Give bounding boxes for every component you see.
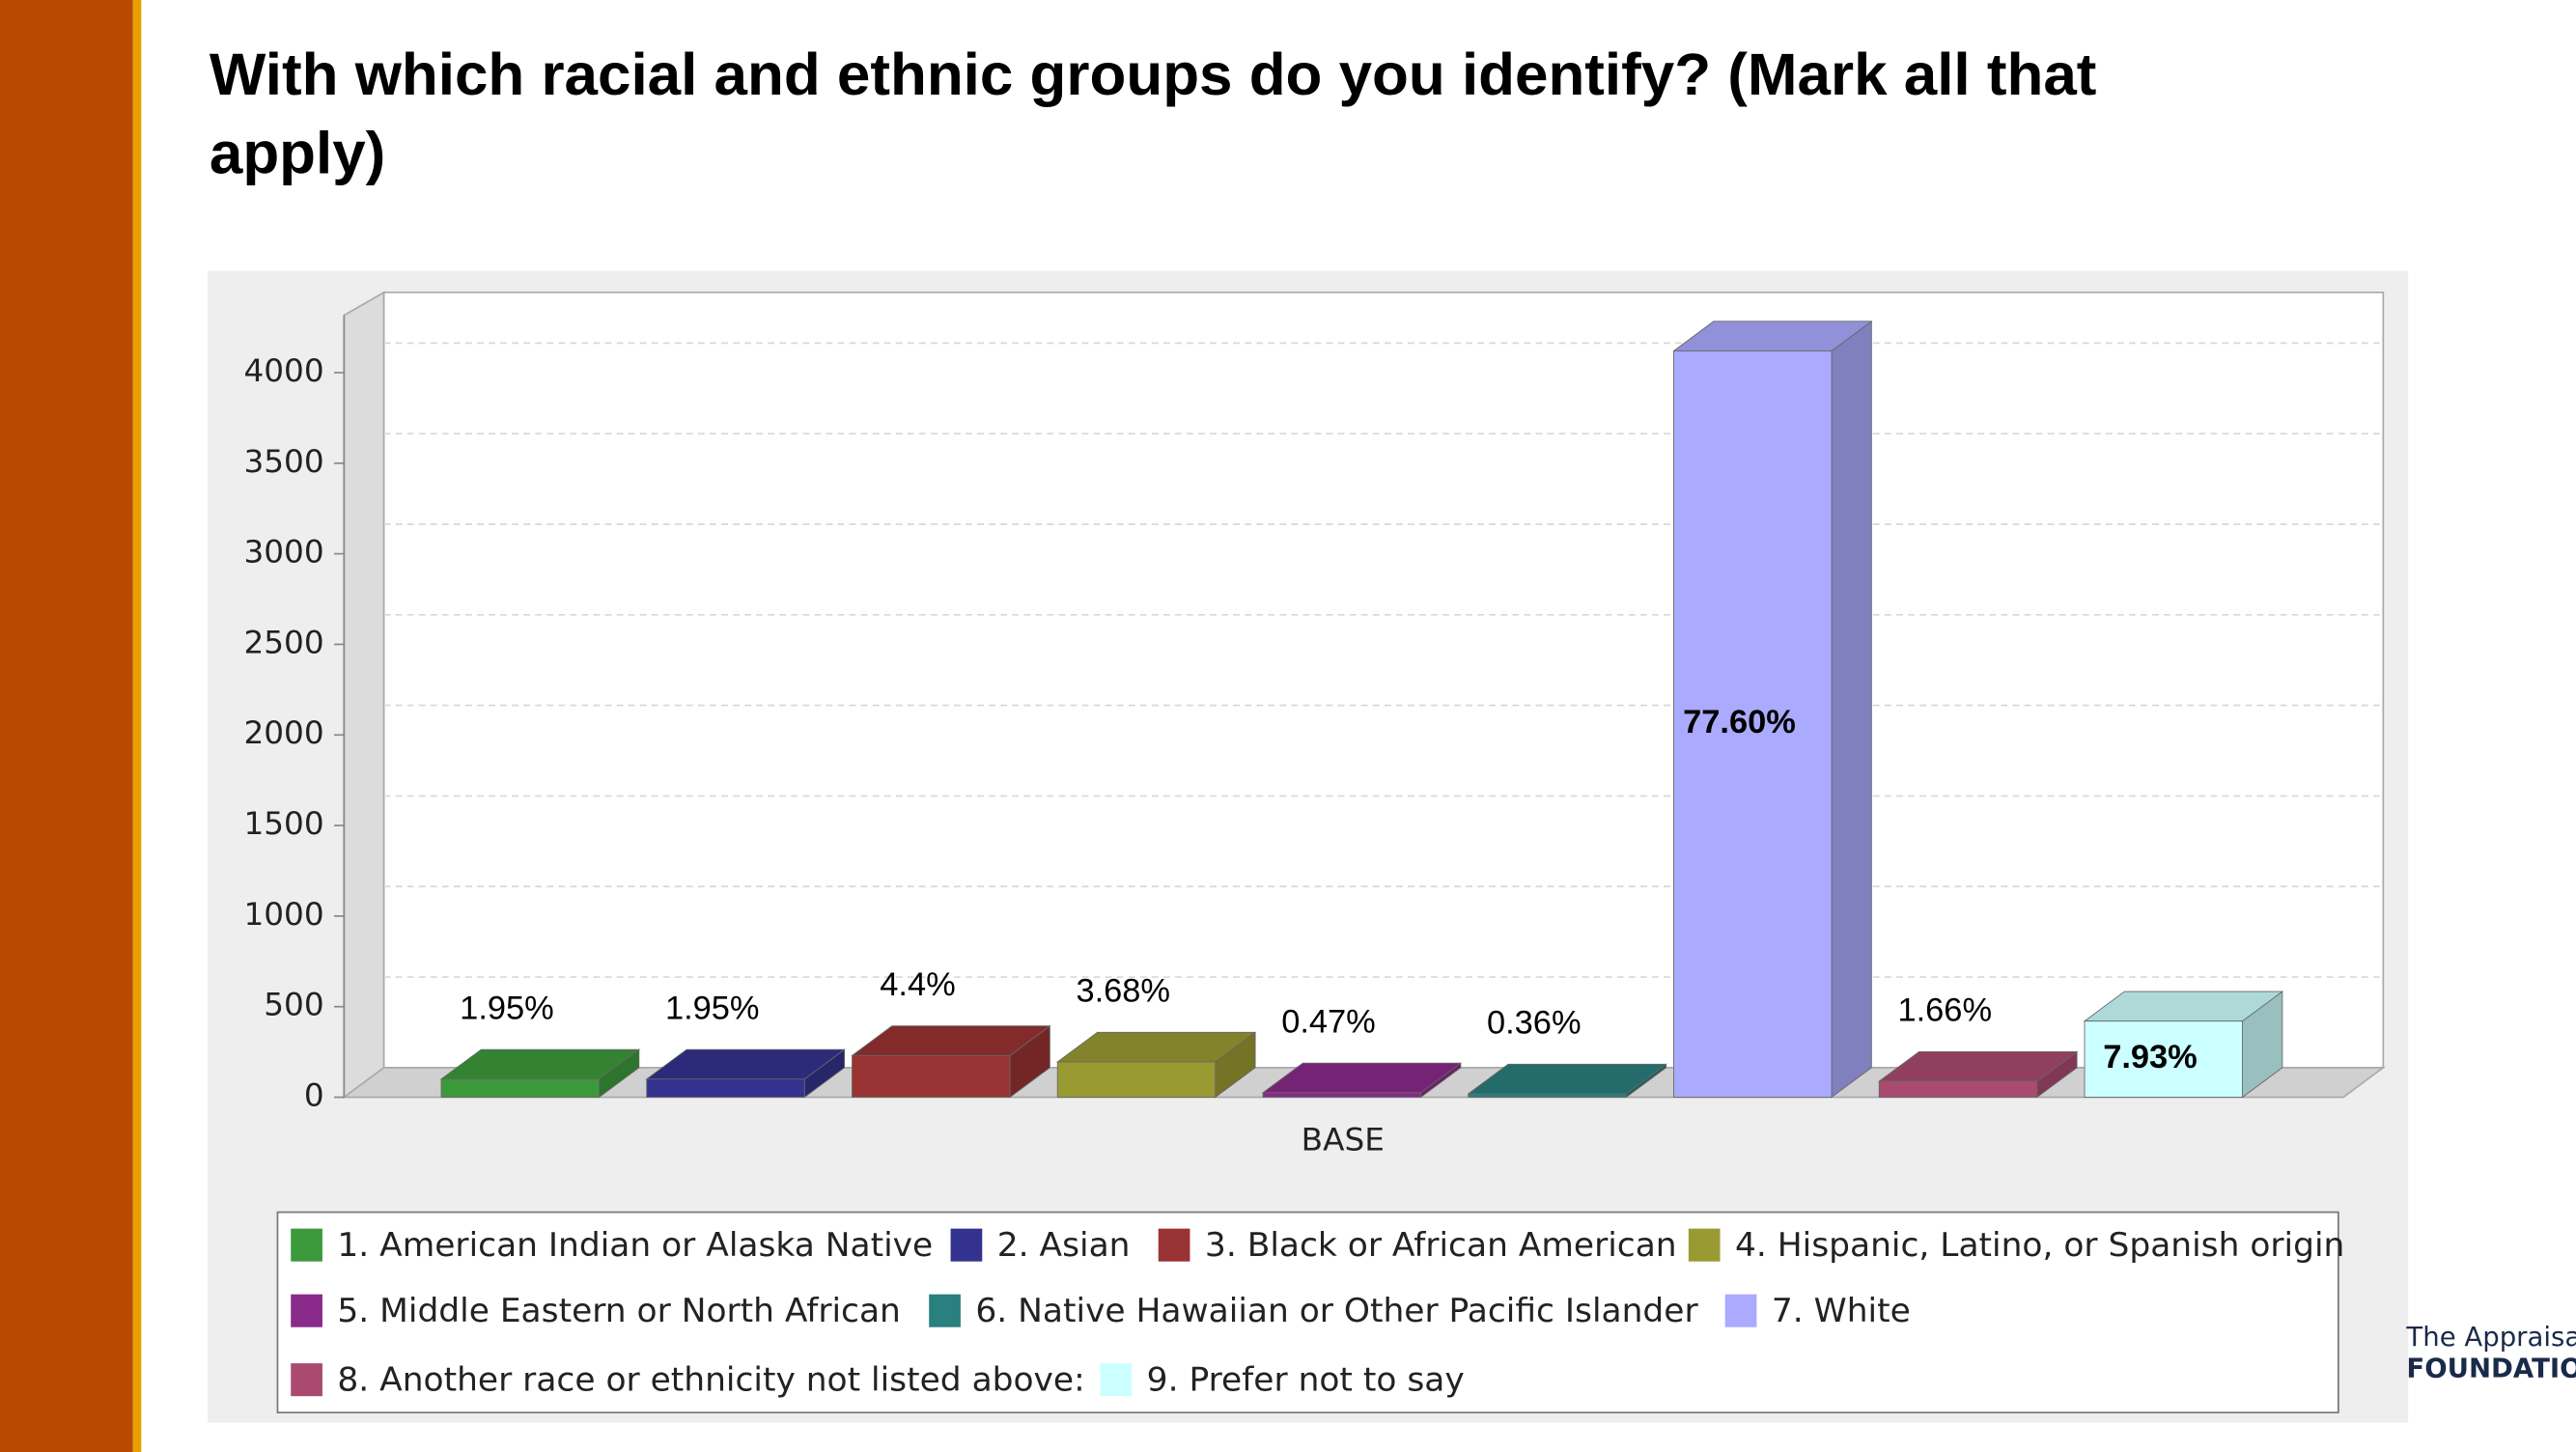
legend-label: 1. American Indian or Alaska Native bbox=[337, 1226, 933, 1265]
y-tick-label: 3500 bbox=[243, 443, 323, 480]
bar bbox=[439, 1048, 641, 1099]
y-tick-label: 1500 bbox=[243, 805, 323, 842]
bar-side bbox=[1831, 321, 1872, 1099]
legend-swatch bbox=[1724, 1294, 1757, 1327]
legend-swatch bbox=[929, 1294, 961, 1327]
legend-swatch bbox=[291, 1228, 322, 1262]
bar-front bbox=[1673, 350, 1833, 1098]
bar-front bbox=[2084, 1020, 2243, 1098]
bar bbox=[2083, 991, 2284, 1099]
title: apply) bbox=[210, 121, 385, 187]
bar-front bbox=[1468, 1093, 1627, 1098]
data-label: 1.95% bbox=[665, 990, 760, 1026]
legend-label: 4. Hispanic, Latino, or Spanish origin bbox=[1735, 1226, 2344, 1265]
bar bbox=[1672, 321, 1873, 1099]
bar-front bbox=[440, 1078, 600, 1098]
y-tick-label: 2500 bbox=[243, 625, 323, 661]
legend: 1. American Indian or Alaska Native 2. As… bbox=[291, 1226, 2344, 1399]
data-label: 7.93% bbox=[2103, 1039, 2198, 1075]
bar-front bbox=[1262, 1092, 1421, 1098]
legend-box bbox=[276, 1211, 2339, 1414]
bar bbox=[1261, 1062, 1463, 1099]
y-tick-label: 4000 bbox=[243, 352, 323, 389]
x-axis-label: BASE bbox=[1302, 1122, 1385, 1159]
legend-label: 2. Asian bbox=[997, 1226, 1131, 1265]
legend-swatch bbox=[291, 1294, 322, 1327]
legend-label: 8. Another race or ethnicity not listed … bbox=[337, 1360, 1084, 1399]
bar bbox=[851, 1024, 1051, 1099]
data-label: 3.68% bbox=[1076, 973, 1170, 1010]
legend-swatch bbox=[291, 1363, 322, 1397]
y-tick-label: 500 bbox=[264, 987, 323, 1023]
side-stripe bbox=[132, 0, 142, 1452]
logo-text: FOUNDATION bbox=[2406, 1354, 2576, 1384]
legend-swatch bbox=[1100, 1363, 1133, 1397]
data-label: 1.95% bbox=[460, 990, 554, 1026]
legend-swatch bbox=[1158, 1228, 1190, 1262]
bar-front bbox=[1878, 1080, 2038, 1098]
legend-label: 5. Middle Eastern or North African bbox=[337, 1292, 900, 1330]
legend-label: 7. White bbox=[1772, 1292, 1911, 1330]
title: With which racial and ethnic groups do y… bbox=[210, 42, 2097, 108]
legend-swatch bbox=[950, 1228, 983, 1262]
grid bbox=[333, 315, 2384, 1099]
bar-front bbox=[646, 1078, 805, 1098]
data-label: 0.36% bbox=[1487, 1005, 1582, 1042]
data-label: 4.4% bbox=[880, 966, 955, 1003]
bar bbox=[1467, 1063, 1667, 1099]
legend-label: 6. Native Hawaiian or Other Pacific Isla… bbox=[975, 1292, 1698, 1330]
data-label: 77.60% bbox=[1683, 704, 1796, 740]
bar bbox=[1055, 1031, 1257, 1099]
data-label: 0.47% bbox=[1281, 1004, 1376, 1041]
side-wall bbox=[343, 291, 385, 1100]
logo-text: The Appraisal bbox=[2405, 1323, 2576, 1353]
legend-label: 3. Black or African American bbox=[1205, 1226, 1677, 1265]
legend-swatch bbox=[1688, 1228, 1721, 1262]
bar-front bbox=[852, 1054, 1011, 1098]
y-tick-label: 2000 bbox=[243, 714, 323, 751]
back-wall bbox=[382, 291, 2385, 1069]
bar bbox=[1877, 1050, 2079, 1099]
side-band bbox=[0, 0, 133, 1452]
data-label: 1.66% bbox=[1897, 992, 1992, 1029]
legend-label: 9. Prefer not to say bbox=[1147, 1360, 1465, 1399]
bars: 1.95% 1.95% 4.4% 3.68% 0.47% 0.36% 77.60% 1.66%… bbox=[439, 321, 2284, 1099]
bar bbox=[645, 1048, 846, 1099]
y-tick-label: 3000 bbox=[243, 534, 323, 571]
bar-front bbox=[1056, 1061, 1217, 1098]
y-tick-label: 0 bbox=[304, 1077, 324, 1114]
y-tick-label: 1000 bbox=[243, 896, 323, 933]
